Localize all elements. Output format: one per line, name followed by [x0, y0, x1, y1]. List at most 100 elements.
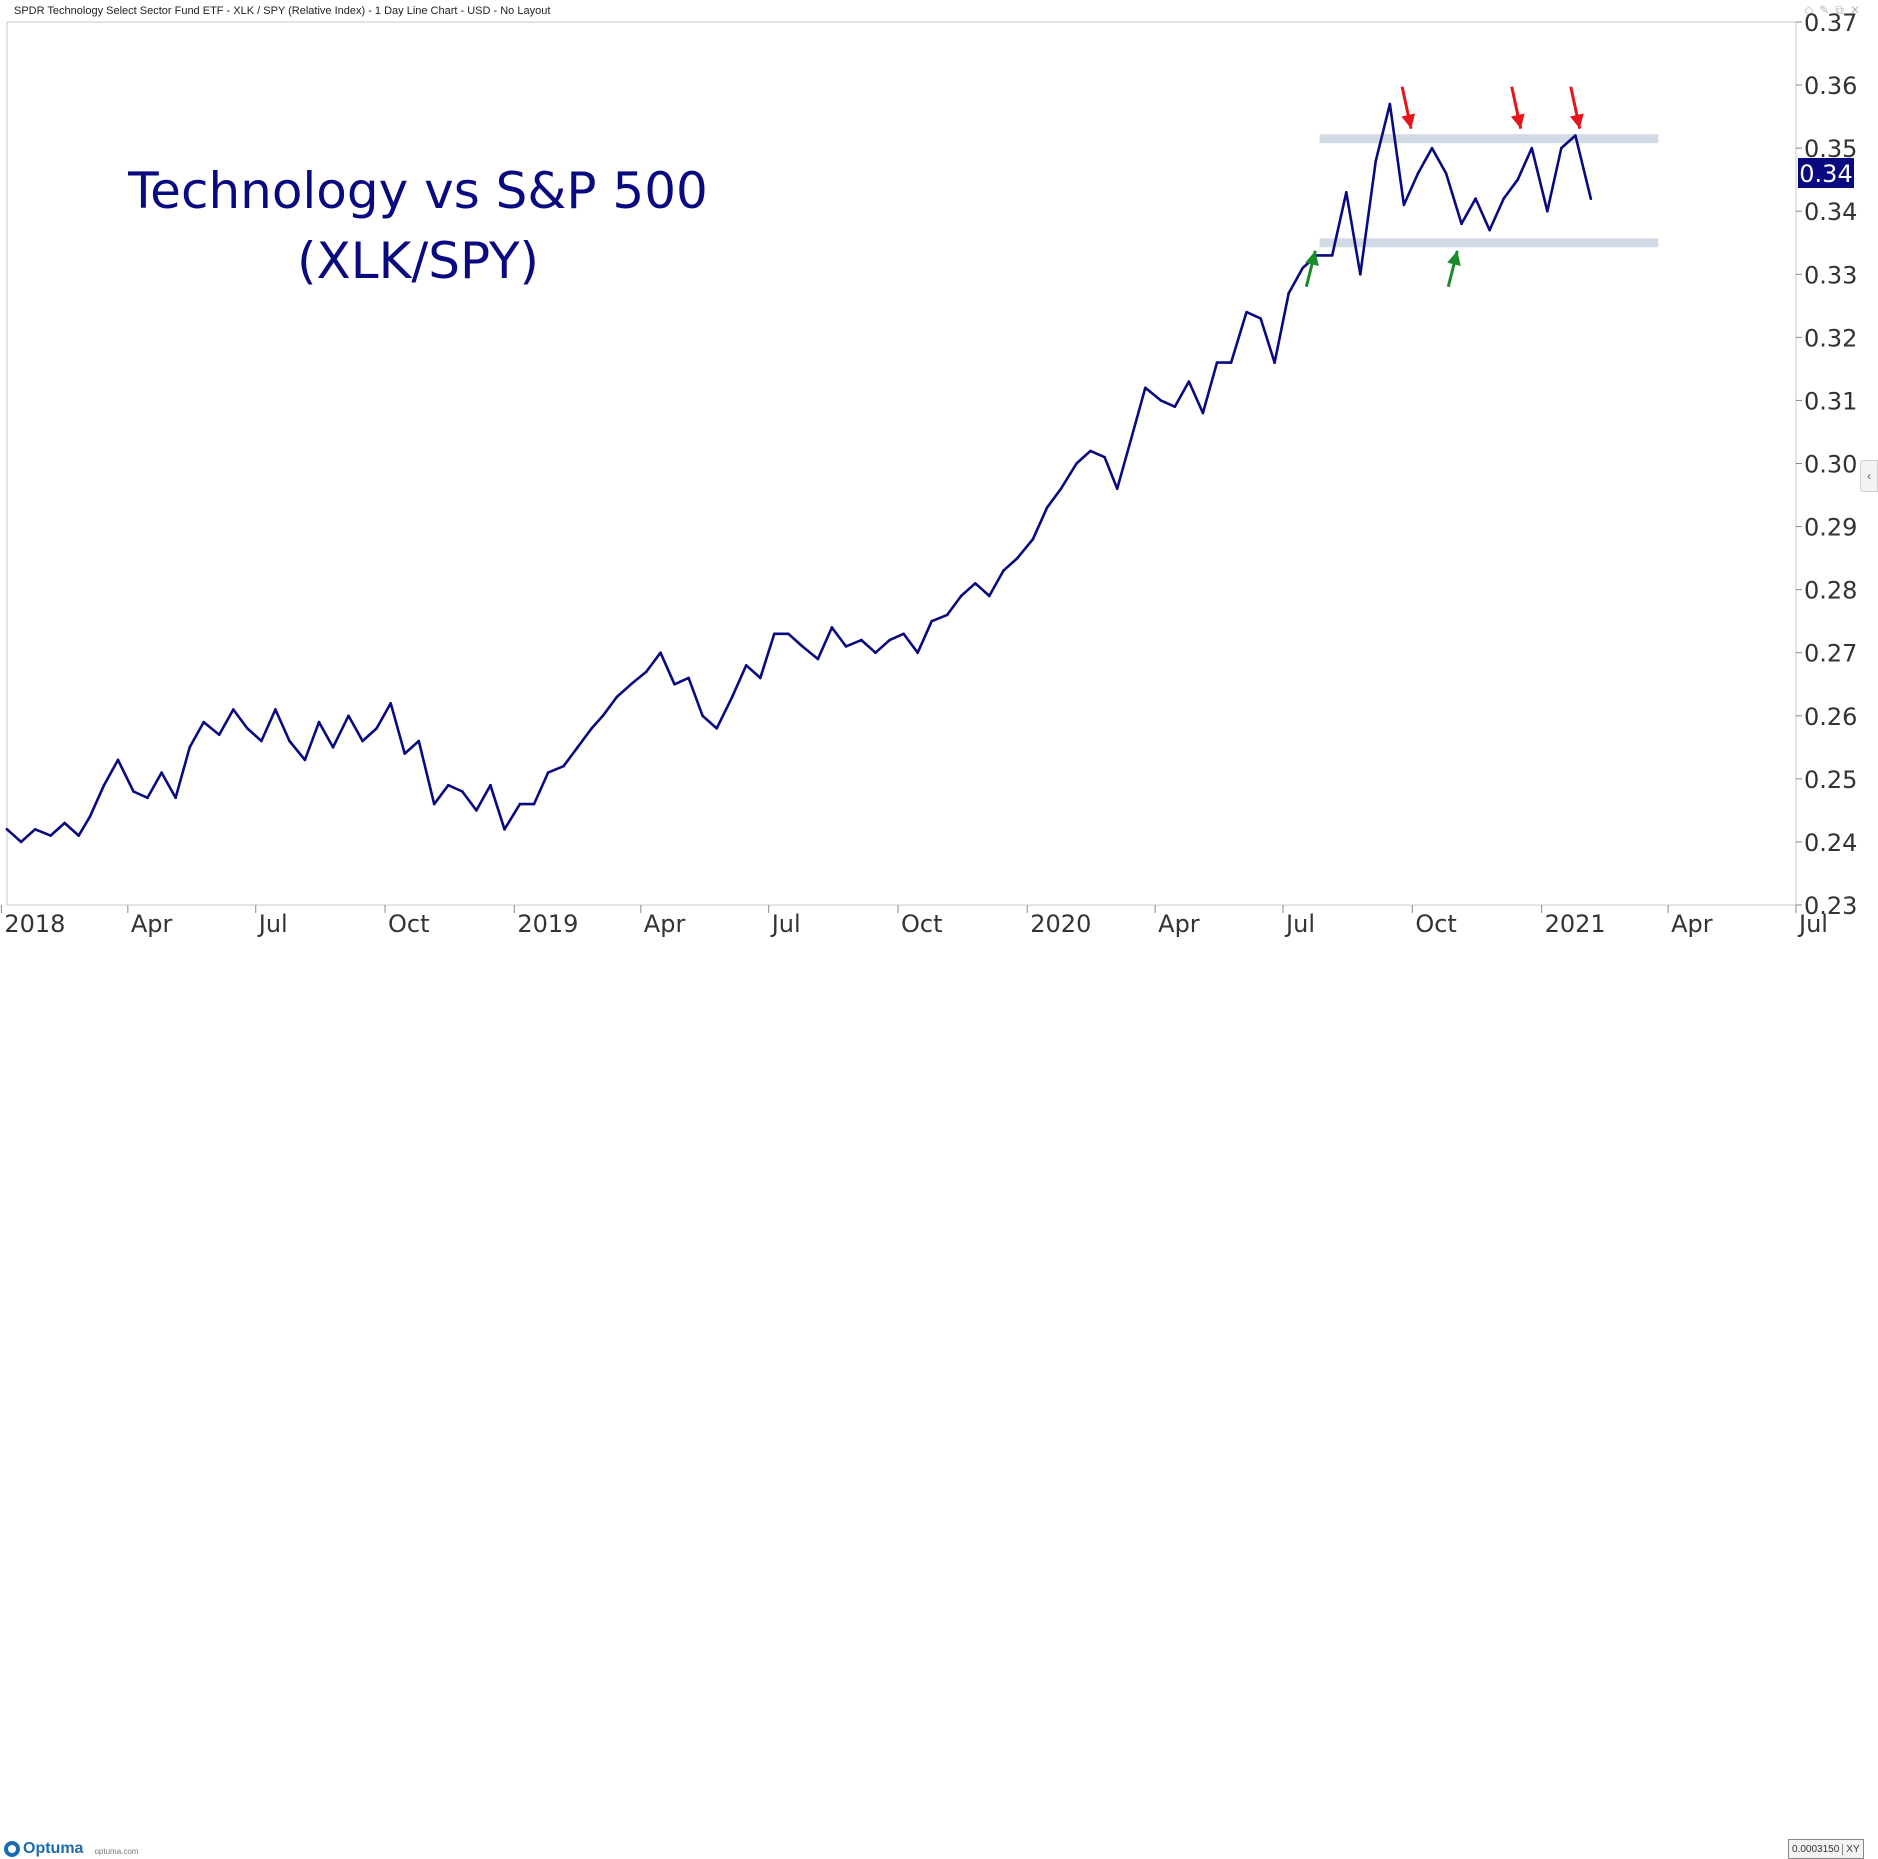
data-point-50 [715, 727, 718, 730]
data-point-82 [1173, 405, 1177, 409]
data-point-54 [773, 632, 776, 636]
channel-bands [1319, 134, 1659, 248]
data-point-35 [503, 828, 506, 831]
data-point-95 [1359, 272, 1362, 276]
data-point-16 [231, 708, 235, 711]
y-tick-label-5: 0.28 [1804, 577, 1857, 605]
y-tick-label-2: 0.25 [1804, 766, 1857, 794]
scale-mode-button[interactable]: XY [1842, 1843, 1862, 1855]
data-point-8 [116, 758, 120, 762]
data-point-48 [687, 676, 690, 680]
chart-annotation-line2: (XLK/SPY) [297, 232, 539, 290]
data-point-66 [945, 613, 949, 617]
x-tick-label-1: Apr [131, 910, 173, 938]
scale-indicator[interactable]: 0.0003150 XY [1788, 1839, 1864, 1859]
data-point-81 [1159, 399, 1163, 402]
chart-area[interactable]: 0.23 0.24 0.25 0.26 0.27 0.28 0.29 0.30 0.31 0.32… [0, 0, 1878, 947]
data-point-9 [132, 790, 135, 793]
x-tick-label-8: 2020 [1030, 910, 1091, 938]
x-tick-label-2: Jul [257, 910, 288, 938]
data-point-51 [730, 695, 734, 699]
data-point-73 [1045, 506, 1049, 509]
data-point-22 [317, 720, 321, 724]
data-point-106 [1516, 178, 1520, 181]
x-axis: 2018 Apr Jul Oct 2019 Apr Jul Oct 2020 Apr Jul Oct 2… [0, 905, 1828, 938]
data-point-65 [930, 619, 934, 623]
arrow-support-3 [1304, 250, 1319, 288]
data-point-23 [331, 746, 335, 749]
data-point-49 [701, 714, 704, 718]
data-point-55 [787, 632, 790, 636]
data-point-24 [347, 714, 350, 718]
window-controls: ◇ ✎ ⧉ ✕ [1804, 3, 1860, 18]
data-point-85 [1215, 361, 1219, 364]
data-point-64 [916, 651, 919, 655]
data-point-84 [1201, 411, 1205, 415]
data-point-78 [1115, 487, 1119, 491]
data-point-71 [1016, 556, 1019, 560]
x-tick-label-3: Oct [388, 910, 430, 938]
data-point-52 [744, 664, 748, 667]
data-point-10 [146, 796, 149, 800]
data-point-15 [217, 733, 221, 737]
logo-mark-icon [4, 1841, 20, 1857]
data-point-31 [446, 783, 450, 787]
footer-bar: Optuma optuma.com 0.0003150 XY [0, 918, 1878, 1859]
data-point-80 [1144, 386, 1147, 390]
data-point-89 [1273, 361, 1276, 364]
y-tick-label-6: 0.29 [1804, 514, 1857, 542]
y-tick-label-0: 0.23 [1804, 892, 1857, 920]
data-point-67 [959, 594, 963, 598]
arrow-head-3 [1305, 250, 1319, 267]
data-point-58 [830, 626, 834, 629]
data-point-111 [1589, 197, 1593, 200]
restore-icon[interactable]: ⧉ [1835, 3, 1844, 17]
optuma-logo[interactable]: Optuma optuma.com [4, 1840, 138, 1858]
data-point-59 [844, 645, 848, 648]
data-point-72 [1031, 537, 1035, 541]
data-point-68 [973, 582, 977, 585]
data-point-75 [1075, 462, 1078, 465]
logo-site: optuma.com [94, 1846, 139, 1856]
arrow-head-2 [1569, 113, 1584, 129]
data-point-20 [288, 739, 291, 743]
data-point-74 [1059, 487, 1063, 491]
y-axis: 0.23 0.24 0.25 0.26 0.27 0.28 0.29 0.30 0.31 0.32… [1796, 9, 1857, 920]
pin-icon[interactable]: ✎ [1819, 3, 1830, 17]
y-tick-label-3: 0.26 [1804, 703, 1857, 731]
x-tick-label-10: Jul [1284, 910, 1315, 938]
x-tick-label-4: 2019 [517, 910, 578, 938]
data-point-79 [1129, 436, 1133, 440]
data-point-33 [475, 809, 478, 812]
data-point-26 [375, 727, 378, 730]
data-point-87 [1245, 310, 1248, 314]
data-point-0 [5, 828, 9, 831]
collapse-panel-button[interactable]: ‹ [1860, 460, 1878, 492]
last-price-tag: 0.34 [1798, 158, 1854, 188]
series-layer [5, 102, 1593, 844]
data-point-21 [303, 758, 307, 762]
arrow-resistance-0 [1400, 86, 1416, 129]
data-point-45 [645, 670, 648, 673]
x-tick-label-12: 2021 [1545, 910, 1606, 938]
y-tick-label-10: 0.33 [1804, 261, 1857, 289]
data-point-42 [601, 714, 605, 718]
band-support [1319, 238, 1659, 248]
close-icon[interactable]: ✕ [1849, 3, 1860, 17]
window-title: SPDR Technology Select Sector Fund ETF -… [14, 5, 551, 17]
logo-text: Optuma [23, 1840, 84, 1857]
data-point-61 [874, 651, 877, 655]
diamond-icon[interactable]: ◇ [1804, 3, 1814, 17]
data-point-44 [629, 682, 633, 686]
data-point-25 [361, 739, 364, 743]
data-point-101 [1444, 172, 1448, 175]
data-point-91 [1301, 266, 1305, 270]
data-point-27 [389, 701, 392, 705]
data-point-14 [202, 720, 206, 724]
y-tick-label-13: 0.36 [1804, 72, 1857, 100]
data-point-38 [546, 771, 550, 774]
data-point-96 [1374, 159, 1378, 163]
data-point-40 [576, 746, 579, 749]
data-point-43 [615, 695, 619, 699]
arrow-resistance-1 [1510, 86, 1525, 129]
